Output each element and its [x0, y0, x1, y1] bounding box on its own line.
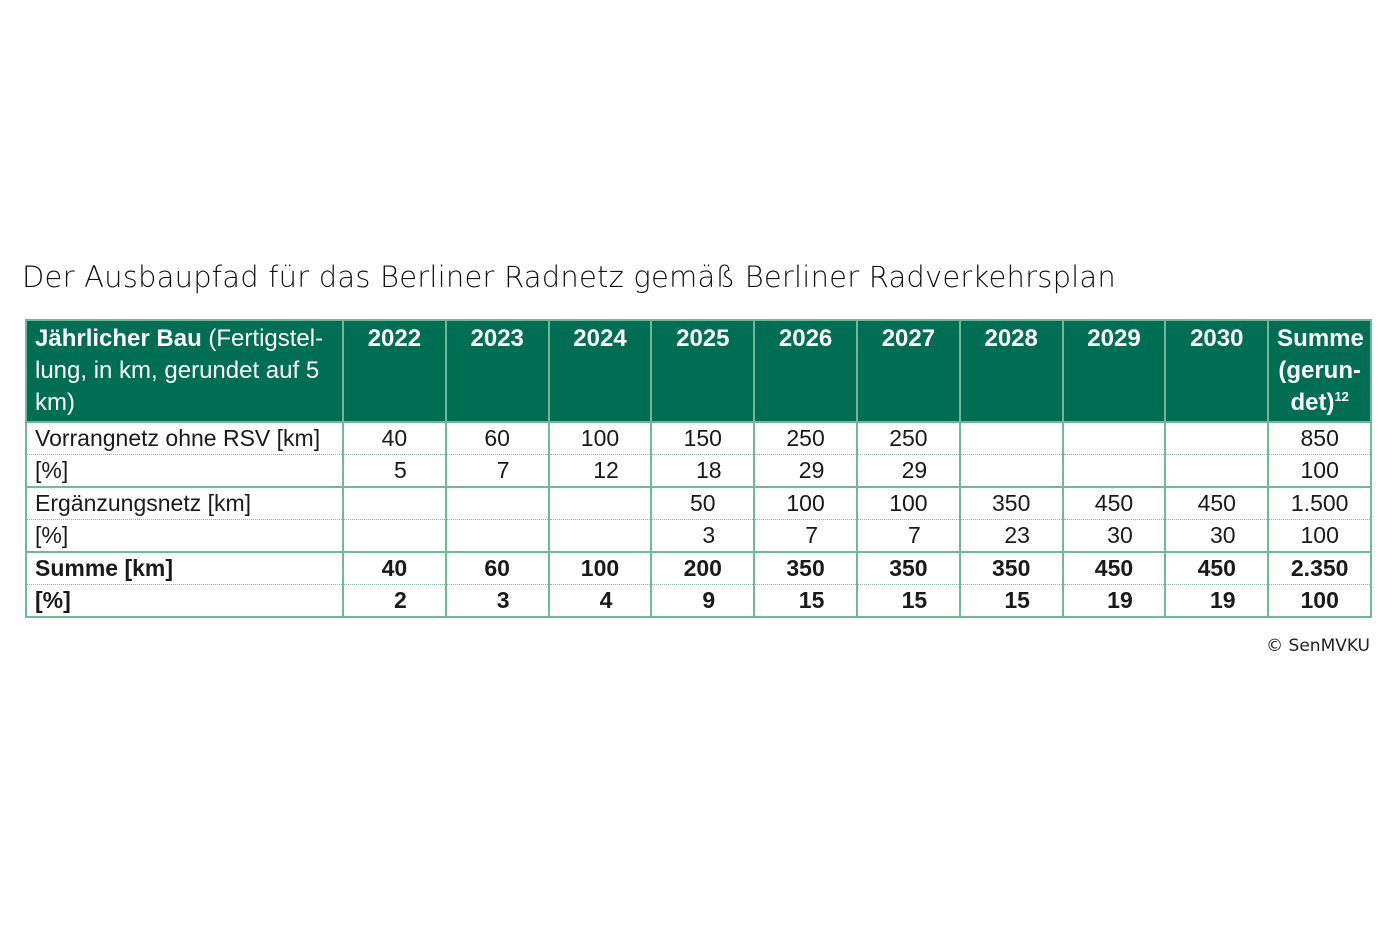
header-label-cell: Jährlicher Bau (Fertigstel-lung, in km, …: [26, 320, 343, 422]
value-cell-2024: 12: [547, 454, 652, 487]
value-cell-2022: 40: [342, 421, 446, 455]
value-cell-2024: 100: [547, 421, 652, 455]
value-cell-2022: 5: [342, 454, 446, 487]
value-cell-2030: [1164, 454, 1269, 487]
value-cell-2027: 100: [855, 486, 960, 520]
value-cell-2028: 23: [958, 519, 1063, 552]
value-cell-2022: 2: [342, 584, 446, 617]
table-row: Summe [km] 40 60 100 200 350 350 350 450 450 2.350: [26, 551, 1372, 585]
radnetz-table: Jährlicher Bau (Fertigstel-lung, in km, …: [25, 319, 1373, 618]
value-cell-2027: 7: [855, 519, 960, 552]
header-label-rest: (Fertigstel-lung, in km, gerundet auf 5 …: [35, 325, 324, 416]
row-label: [%]: [26, 519, 343, 552]
value-cell-2025: 18: [650, 454, 755, 487]
row-label: [%]: [26, 454, 343, 487]
value-cell-2030: 450: [1164, 486, 1269, 520]
value-cell-2028: 15: [958, 584, 1063, 617]
value-cell-2026: 350: [753, 551, 857, 585]
row-label: Ergänzungsnetz [km]: [26, 486, 343, 520]
value-cell-2025: 9: [650, 584, 755, 617]
header-sum-cell: Summe (gerun-det)12: [1267, 320, 1372, 422]
value-cell-2025: 200: [650, 551, 755, 585]
value-cell-2029: 450: [1061, 551, 1166, 585]
value-cell-2023: 3: [444, 584, 549, 617]
value-cell-2024: 100: [547, 551, 652, 585]
copyright-notice: © SenMVKU: [1266, 636, 1370, 656]
table-body: Vorrangnetz ohne RSV [km] 40 60 100 150 250 25…: [26, 421, 1372, 617]
table-row: [%] 3 7 7 23 30 30 100: [26, 519, 1372, 552]
value-cell-2030: 30: [1164, 519, 1269, 552]
value-cell-2027: 250: [855, 421, 960, 455]
value-cell-2026: 250: [753, 421, 857, 455]
header-year-2024: 2024: [547, 320, 652, 422]
value-cell-2026: 15: [753, 584, 857, 617]
sum-cell: 100: [1267, 584, 1372, 617]
header-year-2029: 2029: [1061, 320, 1166, 422]
table-row: Ergänzungsnetz [km] 50 100 100 350 450 450 1.50…: [26, 486, 1372, 520]
value-cell-2025: 3: [650, 519, 755, 552]
sum-cell: 2.350: [1267, 551, 1372, 585]
value-cell-2029: 450: [1061, 486, 1166, 520]
value-cell-2028: [958, 421, 1063, 455]
value-cell-2030: 450: [1164, 551, 1269, 585]
value-cell-2029: [1061, 421, 1166, 455]
value-cell-2027: 350: [855, 551, 960, 585]
value-cell-2026: 100: [753, 486, 857, 520]
header-label-bold: Jährlicher Bau: [35, 325, 202, 352]
value-cell-2030: [1164, 421, 1269, 455]
header-year-2025: 2025: [650, 320, 755, 422]
value-cell-2025: 50: [650, 486, 755, 520]
value-cell-2026: 7: [753, 519, 857, 552]
header-year-2027: 2027: [855, 320, 960, 422]
row-label: Summe [km]: [26, 551, 343, 585]
value-cell-2022: 40: [342, 551, 446, 585]
value-cell-2030: 19: [1164, 584, 1269, 617]
value-cell-2022: [342, 486, 446, 520]
value-cell-2028: [958, 454, 1063, 487]
value-cell-2029: 19: [1061, 584, 1166, 617]
sum-cell: 100: [1267, 454, 1372, 487]
value-cell-2028: 350: [958, 486, 1063, 520]
header-sum-footnote: 12: [1334, 389, 1349, 404]
sum-cell: 1.500: [1267, 486, 1372, 520]
table-row: [%] 5 7 12 18 29 29 100: [26, 454, 1372, 487]
value-cell-2027: 15: [855, 584, 960, 617]
value-cell-2024: 4: [547, 584, 652, 617]
value-cell-2025: 150: [650, 421, 755, 455]
table-container: Jährlicher Bau (Fertigstel-lung, in km, …: [25, 319, 1373, 618]
header-sum-label: Summe (gerun-det): [1277, 325, 1364, 416]
row-label: [%]: [26, 584, 343, 617]
value-cell-2023: [444, 486, 549, 520]
value-cell-2023: 60: [444, 551, 549, 585]
header-year-2026: 2026: [753, 320, 857, 422]
value-cell-2023: 60: [444, 421, 549, 455]
value-cell-2028: 350: [958, 551, 1063, 585]
table-row: [%] 2 3 4 9 15 15 15 19 19 100: [26, 584, 1372, 617]
value-cell-2027: 29: [855, 454, 960, 487]
value-cell-2022: [342, 519, 446, 552]
header-year-2028: 2028: [958, 320, 1063, 422]
sum-cell: 100: [1267, 519, 1372, 552]
value-cell-2023: [444, 519, 549, 552]
table-header-row: Jährlicher Bau (Fertigstel-lung, in km, …: [26, 320, 1372, 422]
value-cell-2024: [547, 519, 652, 552]
table-row: Vorrangnetz ohne RSV [km] 40 60 100 150 250 25…: [26, 421, 1372, 455]
value-cell-2029: [1061, 454, 1166, 487]
row-label: Vorrangnetz ohne RSV [km]: [26, 421, 343, 455]
table-caption: Der Ausbaupfad für das Berliner Radnetz …: [22, 260, 1116, 294]
value-cell-2024: [547, 486, 652, 520]
value-cell-2029: 30: [1061, 519, 1166, 552]
sum-cell: 850: [1267, 421, 1372, 455]
header-year-2023: 2023: [444, 320, 549, 422]
header-year-2030: 2030: [1164, 320, 1269, 422]
value-cell-2023: 7: [444, 454, 549, 487]
value-cell-2026: 29: [753, 454, 857, 487]
header-year-2022: 2022: [342, 320, 446, 422]
